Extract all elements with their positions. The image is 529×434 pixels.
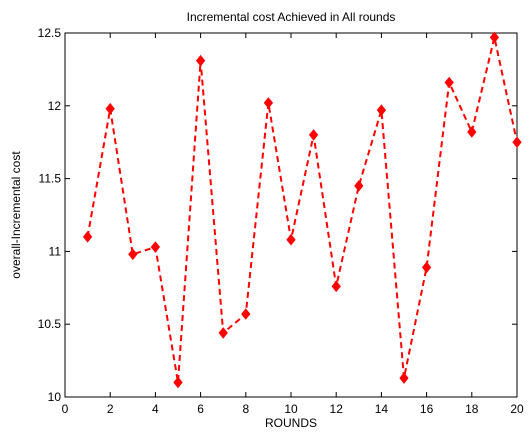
data-point: [241, 308, 251, 320]
data-point: [150, 241, 161, 253]
series-line: [86, 37, 518, 383]
x-tick-label: 2: [107, 402, 114, 416]
data-point: [331, 280, 341, 293]
y-tick-label: 10: [48, 390, 62, 404]
x-axis-label: ROUNDS: [265, 416, 317, 430]
y-tick-label: 12.5: [38, 26, 62, 40]
data-point: [128, 248, 138, 261]
series-layer: [82, 31, 522, 389]
x-tick-label: 10: [284, 402, 298, 416]
plot-area: [64, 32, 518, 398]
data-point: [195, 54, 206, 67]
axis-ticks: 0 2 4 6 8 10 12 14 16 18 20 10 10.5 11 11.5 12 12.5: [38, 26, 524, 416]
data-point: [399, 372, 409, 384]
y-tick-label: 11: [49, 244, 62, 258]
data-point: [489, 31, 500, 44]
y-tick-label: 10.5: [38, 317, 62, 331]
data-point: [82, 231, 93, 243]
data-point: [263, 97, 274, 109]
data-point: [354, 180, 364, 192]
x-tick-label: 0: [62, 402, 69, 416]
x-tick-label: 12: [330, 402, 344, 416]
x-tick-label: 20: [510, 402, 524, 416]
data-point: [173, 376, 183, 389]
y-axis-label: overall-Incremental cost: [9, 151, 23, 279]
x-tick-label: 14: [375, 402, 389, 416]
data-point: [218, 327, 228, 339]
data-point: [286, 233, 296, 246]
chart-title: Incremental cost Achieved in All rounds: [187, 10, 396, 24]
data-point: [467, 126, 477, 138]
x-tick-label: 6: [197, 402, 204, 416]
data-point: [421, 261, 432, 274]
data-point: [105, 102, 115, 115]
data-point: [308, 129, 319, 141]
x-tick-label: 16: [420, 402, 434, 416]
x-tick-label: 4: [152, 402, 159, 416]
data-point: [512, 136, 522, 149]
x-tick-label: 8: [242, 402, 249, 416]
y-tick-label: 11.5: [39, 172, 62, 186]
x-tick-label: 18: [465, 402, 479, 416]
data-point: [444, 76, 454, 89]
y-tick-label: 12: [48, 99, 62, 113]
data-point: [376, 104, 387, 116]
